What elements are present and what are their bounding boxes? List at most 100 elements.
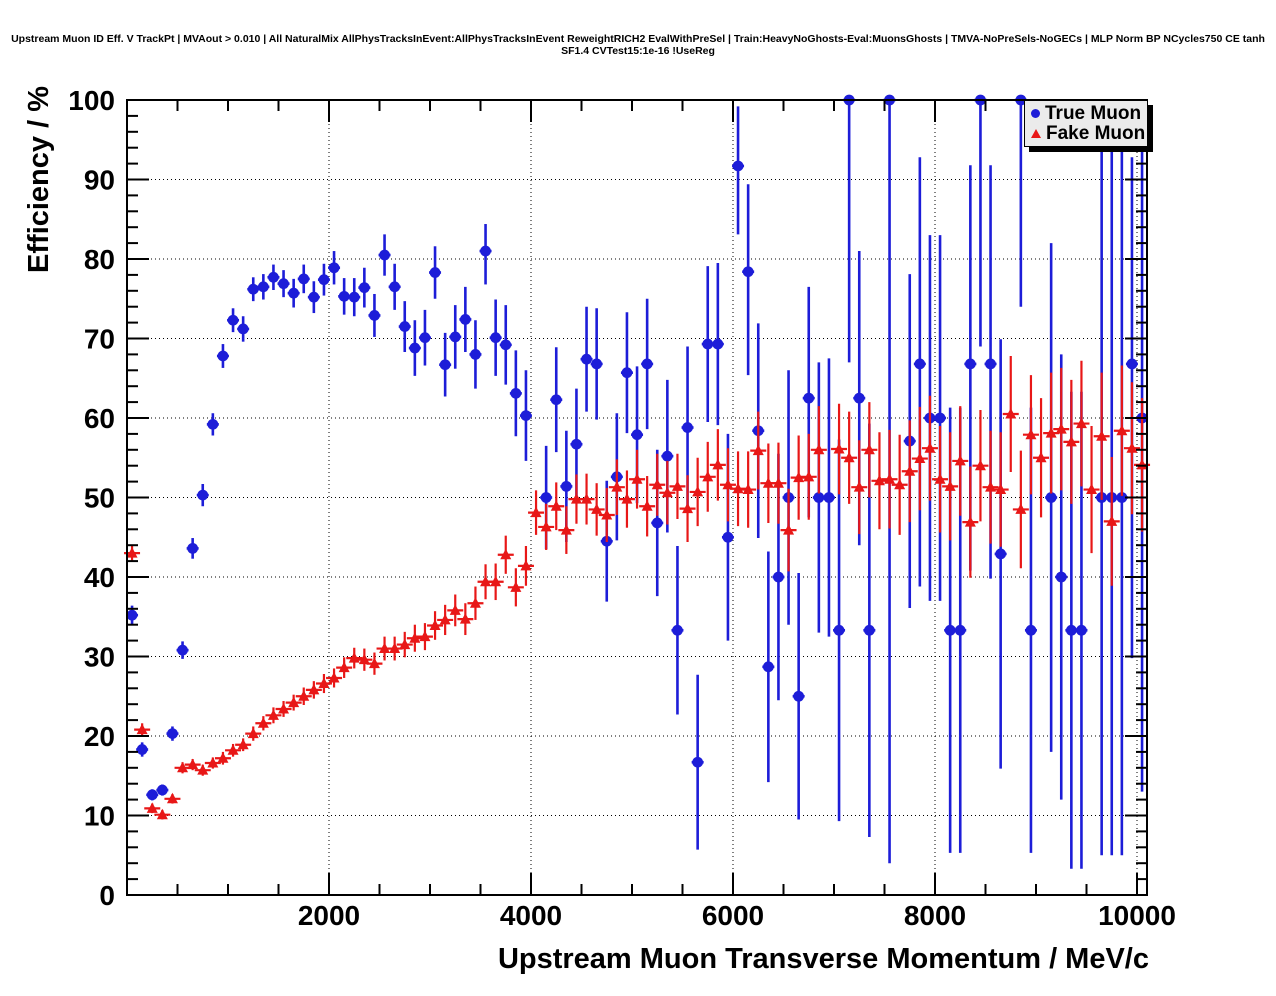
data-point [853, 481, 865, 492]
data-point [833, 443, 845, 454]
x-axis-title: Upstream Muon Transverse Momentum / MeV/… [498, 943, 1149, 975]
plot-title: Upstream Muon ID Eff. V TrackPt | MVAout… [11, 33, 1265, 57]
data-point [328, 671, 340, 683]
data-point [419, 332, 431, 344]
data-point [328, 262, 340, 274]
data-point [611, 481, 623, 492]
data-point [217, 350, 229, 362]
data-point [722, 478, 734, 490]
axis-ticks [127, 100, 1147, 895]
data-point [1035, 451, 1047, 463]
data-point [379, 249, 390, 261]
data-point [560, 480, 572, 492]
data-point [1075, 417, 1087, 429]
data-point [1096, 430, 1108, 441]
data-point [318, 274, 330, 286]
data-point [732, 160, 744, 172]
data-point [409, 632, 421, 643]
data-point [954, 624, 966, 636]
y-tick-label: 40 [84, 562, 115, 593]
y-tick-label: 0 [99, 880, 115, 911]
data-point [995, 483, 1007, 495]
data-point [500, 548, 512, 560]
y-tick-label: 20 [84, 721, 115, 752]
data-point [177, 644, 188, 656]
data-point [197, 489, 209, 501]
data-point [268, 271, 279, 283]
data-point [823, 492, 835, 503]
data-point [490, 332, 502, 344]
data-point [187, 542, 199, 554]
grid-lines [127, 100, 1147, 895]
data-point [631, 473, 643, 484]
data-point [429, 619, 441, 630]
data-point [459, 314, 471, 325]
data-point [338, 661, 350, 673]
data-point [348, 291, 360, 303]
data-point [318, 677, 330, 689]
data-point [1005, 408, 1017, 419]
data-point [591, 503, 603, 514]
data-point [177, 761, 189, 773]
data-point [672, 624, 683, 636]
data-point [126, 609, 138, 621]
data-point [1065, 435, 1077, 447]
data-point [863, 443, 875, 455]
x-tick-label: 2000 [298, 900, 360, 931]
data-point [167, 728, 178, 740]
data-point [1065, 624, 1077, 636]
data-point [550, 500, 562, 511]
data-point [964, 358, 976, 370]
data-point [227, 744, 239, 755]
data-point [217, 752, 229, 763]
data-point [974, 459, 986, 471]
data-point [439, 613, 451, 625]
y-tick-label: 10 [84, 801, 115, 832]
data-point [126, 547, 138, 558]
data-point [257, 281, 269, 293]
data-point [197, 764, 209, 775]
data-point [166, 792, 178, 804]
data-point [581, 353, 592, 365]
data-point [510, 581, 522, 592]
y-tick-label: 50 [84, 483, 115, 514]
data-point [954, 454, 966, 466]
data-point [1055, 423, 1067, 434]
data-point [712, 458, 724, 470]
data-point [500, 339, 512, 351]
data-point [207, 418, 219, 430]
data-point [682, 502, 694, 514]
data-point [1025, 428, 1037, 440]
data-point [288, 696, 300, 708]
data-point [520, 410, 532, 422]
data-point [934, 473, 946, 484]
data-point [187, 758, 199, 770]
data-point [550, 394, 562, 406]
data-point [742, 266, 754, 278]
data-point [308, 683, 320, 695]
data-point [510, 387, 522, 399]
data-point [651, 478, 663, 490]
data-point [136, 723, 148, 735]
data-point [853, 392, 865, 404]
data-point [722, 531, 734, 543]
data-point [247, 283, 259, 295]
series-fake-muon [124, 355, 1151, 820]
data-point [793, 690, 805, 702]
data-point [449, 331, 461, 343]
legend-item-true-muon: True Muon [1031, 104, 1147, 123]
data-point [641, 500, 653, 511]
data-point [904, 465, 916, 476]
data-point [873, 474, 885, 486]
data-point [1055, 571, 1067, 583]
data-point [894, 478, 906, 490]
data-point [156, 808, 168, 820]
data-point [237, 738, 249, 750]
data-point [389, 281, 401, 293]
data-point [156, 784, 168, 796]
data-point [1025, 624, 1037, 636]
data-point [863, 624, 875, 636]
x-tick-label: 4000 [500, 900, 562, 931]
data-point [631, 429, 643, 441]
